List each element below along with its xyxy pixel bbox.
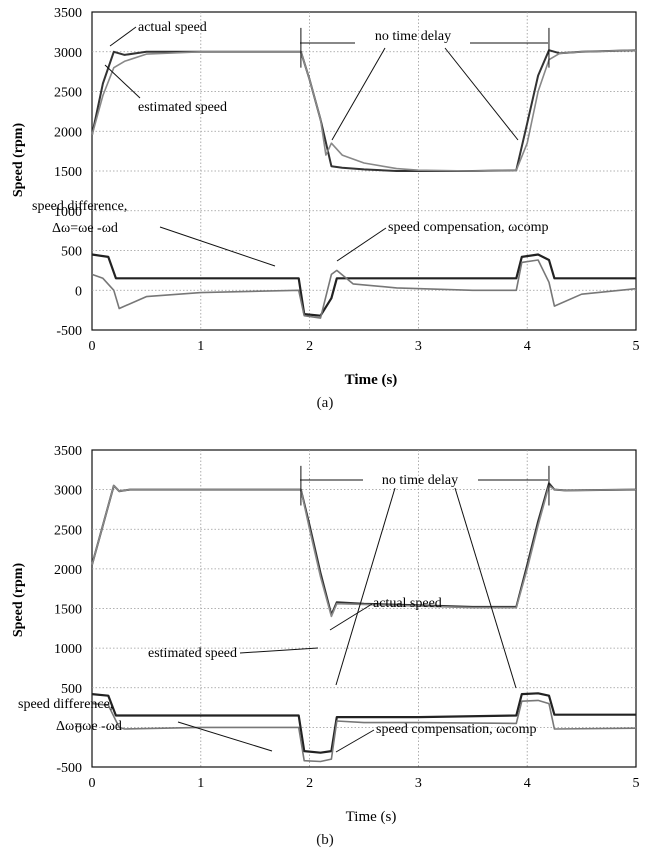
x-tick-label: 3 <box>415 339 422 354</box>
y-tick-label: 0 <box>75 721 82 736</box>
chart-a-svg: -500 0 500 1000 1500 2000 2500 3000 3500 0 1 2 3 4 5 S… <box>11 6 640 388</box>
annotation-speed-difference: speed difference, <box>18 697 113 712</box>
y-tick-label: 1000 <box>54 642 82 657</box>
y-tick-label: 2500 <box>54 86 82 101</box>
arrow-no-delay-pointer-2 <box>454 487 517 689</box>
y-tick-label: 3000 <box>54 46 82 61</box>
x-tick-label: 3 <box>415 776 422 791</box>
series-line-4 <box>91 259 637 319</box>
x-tick-label: 1 <box>197 776 204 791</box>
arrow-actual-speed <box>109 26 137 47</box>
annotation-speed-difference: speed difference, <box>32 199 127 214</box>
arrow-actual-speed <box>329 603 373 631</box>
arrow-no-delay-pointer-2 <box>444 47 519 141</box>
y-axis-label: Speed (rpm) <box>11 563 26 638</box>
x-tick-label: 4 <box>524 776 531 791</box>
chart-b-svg: -500 0 500 1000 1500 2000 2500 3000 3500 0 1 2 3 4 5 S… <box>11 444 640 825</box>
arrow-estimated-speed <box>104 64 141 99</box>
chart-panel-a: -500 0 500 1000 1500 2000 2500 3000 3500 0 1 2 3 4 5 S… <box>0 0 650 420</box>
arrow-no-delay-pointer-1 <box>331 47 386 141</box>
x-tick-label: 5 <box>633 339 640 354</box>
x-tick-label: 5 <box>633 776 640 791</box>
series-line-4 <box>91 699 637 763</box>
arrow-speed-compensation <box>336 227 387 262</box>
y-tick-label: 500 <box>61 245 82 260</box>
annotation-speed-compensation: speed compensation, ωcomp <box>388 220 548 235</box>
y-tick-label: 2500 <box>54 523 82 538</box>
x-axis-label: Time (s) <box>345 372 398 388</box>
x-tick-label: 4 <box>524 339 531 354</box>
annotation-delta-omega: Δω=ωe -ωd <box>52 221 118 236</box>
annotation-actual-speed: actual speed <box>138 20 207 35</box>
y-tick-label: 500 <box>61 682 82 697</box>
annotations-a: actual speed estimated speed no time del… <box>32 20 548 267</box>
y-tick-label: 1500 <box>54 165 82 180</box>
y-tick-label: 0 <box>75 284 82 299</box>
y-tick-label: 2000 <box>54 563 82 578</box>
annotation-delta-omega: Δω=ωe -ωd <box>56 719 122 734</box>
annotation-actual-speed: actual speed <box>373 596 442 611</box>
x-axis-label: Time (s) <box>346 809 397 825</box>
arrow-estimated-speed <box>239 647 319 654</box>
y-tick-label: -500 <box>56 324 82 339</box>
series-line-2 <box>91 484 637 618</box>
caption-a: (a) <box>316 395 334 411</box>
plot-area: -500 0 500 1000 1500 2000 2500 3000 3500 0 1 2 3 4 5 <box>54 444 640 791</box>
arrow-speed-compensation <box>335 729 375 753</box>
y-tick-label: 3500 <box>54 444 82 459</box>
annotation-no-time-delay: no time delay <box>375 29 451 44</box>
x-tick-label: 1 <box>197 339 204 354</box>
x-tick-label: 2 <box>306 339 313 354</box>
annotations-b: no time delay actual speed estimated spe… <box>18 473 548 753</box>
y-tick-label: 3000 <box>54 484 82 499</box>
y-tick-label: 1500 <box>54 603 82 618</box>
annotation-estimated-speed: estimated speed <box>138 100 227 115</box>
plot-area: -500 0 500 1000 1500 2000 2500 3000 3500 0 1 2 3 4 5 <box>54 6 640 354</box>
y-axis-label: Speed (rpm) <box>11 123 26 198</box>
y-tick-label: -500 <box>56 761 82 776</box>
x-tick-label: 2 <box>306 776 313 791</box>
series-line-1 <box>91 49 637 172</box>
series-line-3 <box>91 253 636 317</box>
caption-b: (b) <box>316 832 334 848</box>
x-tick-label: 0 <box>89 776 96 791</box>
chart-panel-b: -500 0 500 1000 1500 2000 2500 3000 3500 0 1 2 3 4 5 S… <box>0 430 650 857</box>
arrow-speed-difference <box>177 721 273 752</box>
series-line-3 <box>91 692 636 754</box>
series-line-1 <box>91 482 637 616</box>
x-tick-label: 0 <box>89 339 96 354</box>
arrow-speed-difference <box>159 226 276 267</box>
y-tick-label: 1000 <box>54 205 82 220</box>
annotation-estimated-speed: estimated speed <box>148 646 237 661</box>
annotation-no-time-delay: no time delay <box>382 473 458 488</box>
arrow-no-delay-pointer-1 <box>335 487 396 686</box>
y-tick-label: 3500 <box>54 6 82 21</box>
y-tick-label: 2000 <box>54 125 82 140</box>
annotation-speed-compensation: speed compensation, ωcomp <box>376 722 536 737</box>
series-line-2 <box>91 49 637 172</box>
